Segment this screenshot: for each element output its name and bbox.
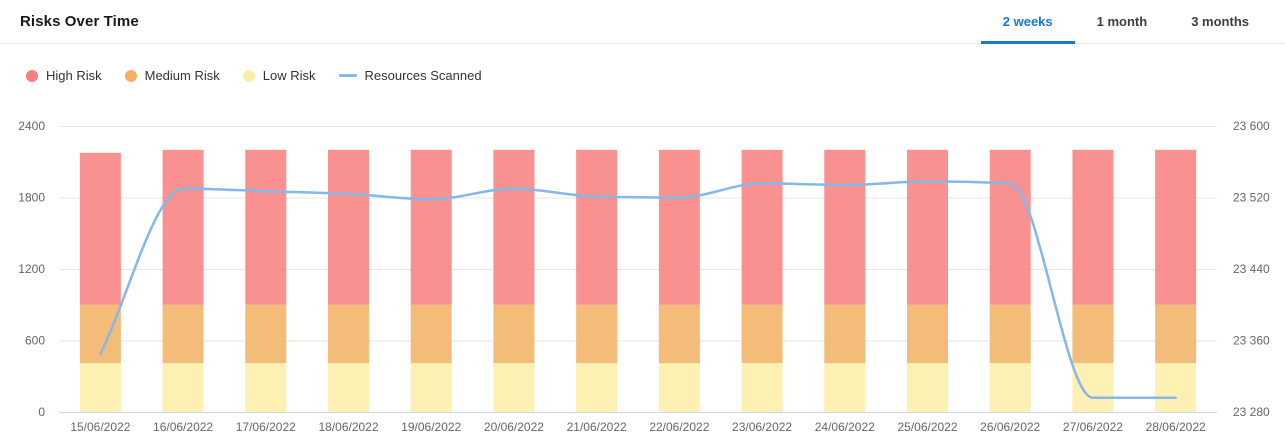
x-axis-label: 28/06/2022: [1146, 420, 1206, 434]
x-axis-label: 24/06/2022: [815, 420, 875, 434]
y-axis-label-right: 23 280: [1233, 405, 1270, 419]
legend-label: High Risk: [46, 68, 102, 83]
x-axis-label: 27/06/2022: [1063, 420, 1123, 434]
legend-label: Low Risk: [262, 68, 316, 83]
time-range-tabs: 2 weeks 1 month 3 months: [980, 0, 1271, 44]
x-axis-label: 21/06/2022: [567, 420, 627, 434]
bar-segment-low-risk: [79, 363, 121, 412]
bar-segment-medium-risk: [989, 304, 1031, 364]
bar-segment-medium-risk: [162, 304, 204, 364]
bar-segment-low-risk: [824, 363, 866, 412]
bar-segment-low-risk: [410, 363, 452, 412]
bar-segment-high-risk: [493, 149, 535, 305]
bar-segment-high-risk: [1072, 149, 1114, 305]
y-axis-label-left: 0: [38, 405, 45, 419]
x-axis-label: 19/06/2022: [401, 420, 461, 434]
legend-item-low-risk[interactable]: Low Risk: [242, 68, 316, 83]
tab-1-month[interactable]: 1 month: [1096, 14, 1148, 29]
x-axis-label: 26/06/2022: [980, 420, 1040, 434]
bar-segment-medium-risk: [410, 304, 452, 364]
medium-risk-swatch-icon: [124, 69, 137, 82]
bar-segment-high-risk: [658, 149, 700, 305]
bar-segment-high-risk: [824, 149, 866, 305]
bar-segment-low-risk: [1155, 363, 1197, 412]
y-axis-label-right: 23 360: [1233, 334, 1270, 348]
x-axis-label: 20/06/2022: [484, 420, 544, 434]
bar-segment-medium-risk: [658, 304, 700, 364]
bar-segment-low-risk: [245, 363, 287, 412]
resources-scanned-swatch-icon: [338, 74, 357, 77]
bar-segment-medium-risk: [1155, 304, 1197, 364]
chart-legend: High Risk Medium Risk Low Risk Resources Sc…: [26, 68, 1285, 83]
bar-segment-high-risk: [410, 149, 452, 305]
widget-header: Risks Over Time 2 weeks 1 month 3 months: [0, 0, 1285, 44]
y-axis-label-right: 23 600: [1233, 119, 1270, 133]
bar-segment-high-risk: [328, 149, 369, 305]
bar-segment-low-risk: [1072, 363, 1114, 412]
legend-item-resources-scanned[interactable]: Resources Scanned: [338, 68, 482, 83]
x-axis-label: 22/06/2022: [649, 420, 709, 434]
legend-item-medium-risk[interactable]: Medium Risk: [124, 68, 220, 83]
y-axis-label-right: 23 520: [1233, 191, 1270, 205]
y-axis-label-left: 1200: [18, 262, 45, 276]
tab-2-weeks[interactable]: 2 weeks: [980, 0, 1075, 44]
high-risk-swatch-icon: [26, 69, 38, 82]
bar-segment-high-risk: [989, 149, 1031, 305]
bar-segment-low-risk: [989, 363, 1031, 412]
bar-segment-high-risk: [162, 149, 204, 305]
bar-segment-low-risk: [576, 363, 618, 412]
resources-scanned-line: [99, 180, 1177, 399]
bar-segment-high-risk: [79, 152, 121, 305]
legend-label: Medium Risk: [144, 68, 220, 83]
bar-segment-low-risk: [741, 363, 783, 412]
page-title: Risks Over Time: [20, 13, 139, 30]
bar-segment-low-risk: [328, 363, 369, 412]
bar-segment-low-risk: [907, 363, 948, 412]
x-axis-label: 16/06/2022: [153, 420, 213, 434]
x-axis-label: 23/06/2022: [732, 420, 792, 434]
bar-segment-high-risk: [576, 149, 618, 305]
bar-segment-medium-risk: [576, 304, 618, 364]
bar-segment-high-risk: [245, 149, 287, 305]
y-axis-label-left: 1800: [18, 191, 45, 205]
legend-item-high-risk[interactable]: High Risk: [26, 68, 102, 83]
bar-segment-high-risk: [741, 149, 783, 305]
y-axis-label-right: 23 440: [1233, 262, 1270, 276]
x-axis-label: 15/06/2022: [70, 420, 130, 434]
bar-segment-medium-risk: [79, 304, 121, 364]
bar-segment-medium-risk: [824, 304, 866, 364]
low-risk-swatch-icon: [242, 69, 255, 82]
bar-segment-medium-risk: [493, 304, 535, 364]
y-axis-label-left: 2400: [18, 119, 45, 133]
bar-segment-low-risk: [162, 363, 204, 412]
x-axis-label: 18/06/2022: [318, 420, 378, 434]
bar-segment-medium-risk: [245, 304, 287, 364]
bar-segment-low-risk: [493, 363, 535, 412]
bar-segment-medium-risk: [741, 304, 783, 364]
x-axis-label: 25/06/2022: [897, 420, 957, 434]
bar-segment-high-risk: [907, 149, 948, 305]
x-axis-label: 17/06/2022: [236, 420, 296, 434]
bar-segment-medium-risk: [1072, 304, 1114, 364]
bar-segment-low-risk: [658, 363, 700, 412]
y-axis-label-left: 600: [25, 334, 45, 348]
bar-segment-medium-risk: [328, 304, 369, 364]
bar-segment-medium-risk: [907, 304, 948, 364]
legend-label: Resources Scanned: [364, 68, 482, 83]
bar-segment-high-risk: [1155, 149, 1197, 305]
tab-3-months[interactable]: 3 months: [1191, 14, 1249, 29]
